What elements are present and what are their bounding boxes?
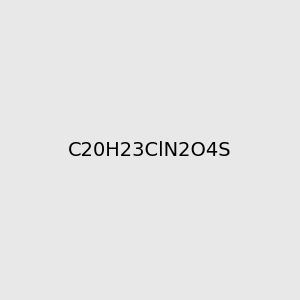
Text: C20H23ClN2O4S: C20H23ClN2O4S — [68, 140, 232, 160]
